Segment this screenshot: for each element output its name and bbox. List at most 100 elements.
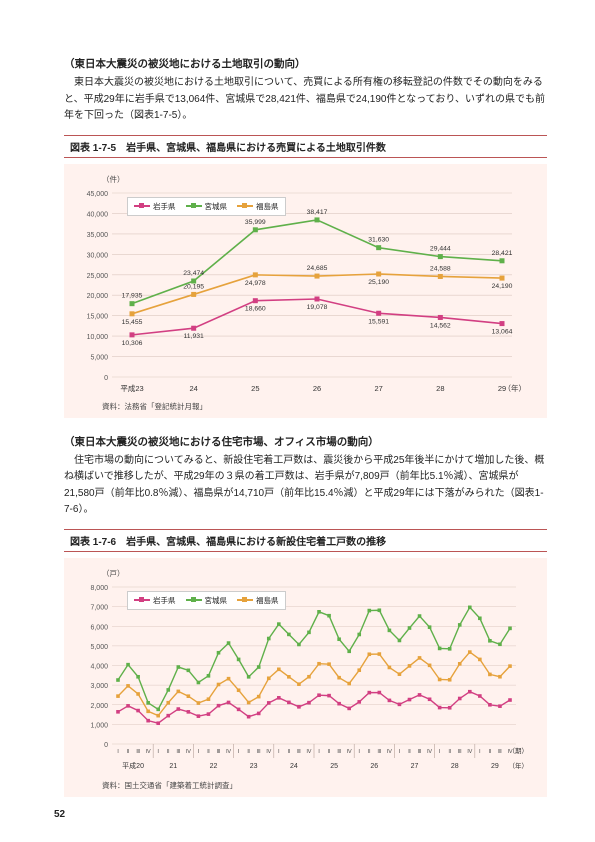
figure2-chart-wrap: 岩手県 宮城県 福島県 01,0002,0003,0004,0005,0006,… (72, 581, 539, 776)
svg-text:26: 26 (370, 763, 378, 770)
svg-text:Ⅲ: Ⅲ (176, 749, 180, 755)
section1-heading: （東日本大震災の被災地における土地取引の動向） (64, 56, 547, 71)
legend-item-fukushima: 福島県 (237, 201, 279, 212)
svg-text:Ⅱ: Ⅱ (247, 749, 250, 755)
figure1-chart-wrap: 岩手県 宮城県 福島県 05,00010,00015,00020,00025,0… (72, 187, 539, 397)
svg-text:21: 21 (169, 763, 177, 770)
svg-text:31,630: 31,630 (368, 236, 389, 243)
svg-text:Ⅲ: Ⅲ (418, 749, 422, 755)
svg-text:Ⅳ: Ⅳ (186, 749, 192, 755)
legend-item-miyagi: 宮城県 (186, 201, 228, 212)
svg-text:24: 24 (189, 384, 197, 393)
svg-text:Ⅰ: Ⅰ (399, 749, 401, 755)
svg-text:24,588: 24,588 (430, 265, 451, 272)
legend-label: 宮城県 (205, 201, 228, 212)
svg-text:25: 25 (251, 384, 259, 393)
svg-text:Ⅳ: Ⅳ (266, 749, 272, 755)
svg-text:（年）: （年） (504, 383, 527, 393)
svg-text:Ⅰ: Ⅰ (238, 749, 240, 755)
svg-text:18,660: 18,660 (245, 305, 266, 312)
svg-text:（期）: （期） (509, 747, 529, 755)
svg-text:25,190: 25,190 (368, 279, 389, 286)
svg-text:Ⅰ: Ⅰ (479, 749, 481, 755)
svg-text:15,000: 15,000 (87, 313, 109, 320)
svg-text:Ⅲ: Ⅲ (297, 749, 301, 755)
svg-text:Ⅰ: Ⅰ (439, 749, 441, 755)
legend-label: 福島県 (256, 201, 279, 212)
svg-text:6,000: 6,000 (90, 624, 108, 631)
svg-text:Ⅱ: Ⅱ (207, 749, 210, 755)
svg-text:Ⅱ: Ⅱ (368, 749, 371, 755)
svg-text:29,444: 29,444 (430, 245, 451, 252)
svg-text:29: 29 (491, 763, 499, 770)
svg-text:Ⅲ: Ⅲ (498, 749, 502, 755)
svg-text:Ⅱ: Ⅱ (408, 749, 411, 755)
svg-text:23,474: 23,474 (183, 270, 204, 277)
figure1-chart-box: （件） 岩手県 宮城県 福島県 05,00010,00015,00020,000… (64, 164, 547, 418)
figure2-title: 岩手県、宮城県、福島県における新設住宅着工戸数の推移 (126, 533, 386, 548)
svg-text:27: 27 (374, 384, 382, 393)
svg-text:11,931: 11,931 (184, 333, 205, 340)
svg-text:Ⅲ: Ⅲ (458, 749, 462, 755)
svg-text:38,417: 38,417 (307, 208, 328, 215)
svg-text:23: 23 (250, 763, 258, 770)
figure2-ylabel: （戸） (102, 568, 539, 579)
svg-text:10,000: 10,000 (87, 334, 109, 341)
legend-label: 岩手県 (153, 595, 176, 606)
svg-text:Ⅳ: Ⅳ (306, 749, 312, 755)
figure2-legend: 岩手県 宮城県 福島県 (127, 591, 286, 610)
svg-text:13,064: 13,064 (492, 328, 513, 335)
legend-item-iwate: 岩手県 (134, 595, 176, 606)
svg-text:Ⅰ: Ⅰ (157, 749, 159, 755)
legend-label: 宮城県 (205, 595, 228, 606)
svg-text:25: 25 (330, 763, 338, 770)
svg-text:Ⅳ: Ⅳ (146, 749, 152, 755)
svg-text:Ⅱ: Ⅱ (288, 749, 291, 755)
figure1-ylabel: （件） (102, 174, 539, 185)
svg-text:19,078: 19,078 (307, 303, 328, 310)
svg-text:25,000: 25,000 (87, 272, 109, 279)
svg-text:Ⅲ: Ⅲ (337, 749, 341, 755)
section2-paragraph: 住宅市場の動向についてみると、新設住宅着工戸数は、震災後から平成25年後半にかけ… (64, 453, 547, 519)
svg-text:Ⅰ: Ⅰ (318, 749, 320, 755)
svg-text:Ⅰ: Ⅰ (278, 749, 280, 755)
section2-heading: （東日本大震災の被災地における住宅市場、オフィス市場の動向） (64, 434, 547, 449)
svg-text:Ⅳ: Ⅳ (467, 749, 473, 755)
svg-text:10,306: 10,306 (122, 339, 143, 346)
svg-text:22: 22 (210, 763, 218, 770)
svg-text:30,000: 30,000 (87, 252, 109, 259)
svg-text:20,000: 20,000 (87, 293, 109, 300)
svg-text:Ⅱ: Ⅱ (127, 749, 130, 755)
svg-text:28,421: 28,421 (492, 249, 513, 256)
svg-text:Ⅲ: Ⅲ (217, 749, 221, 755)
svg-text:45,000: 45,000 (87, 191, 109, 198)
svg-text:（年）: （年） (509, 761, 529, 770)
svg-text:28: 28 (451, 763, 459, 770)
figure1-source: 資料：法務省「登記統計月報」 (102, 401, 539, 412)
svg-text:15,455: 15,455 (122, 318, 143, 325)
svg-text:Ⅱ: Ⅱ (328, 749, 331, 755)
figure2-no: 図表 1-7-6 (70, 533, 116, 548)
figure1-header: 図表 1-7-5 岩手県、宮城県、福島県における売買による土地取引件数 (64, 135, 547, 158)
svg-text:17,935: 17,935 (122, 292, 143, 299)
figure2-source: 資料：国土交通省「建築着工統計調査」 (102, 780, 539, 791)
figure1-no: 図表 1-7-5 (70, 139, 116, 154)
svg-text:Ⅳ: Ⅳ (226, 749, 232, 755)
figure1-legend: 岩手県 宮城県 福島県 (127, 197, 286, 216)
svg-text:5,000: 5,000 (90, 354, 108, 361)
figure2-svg: 01,0002,0003,0004,0005,0006,0007,0008,00… (72, 581, 532, 776)
svg-text:0: 0 (104, 742, 108, 749)
svg-text:4,000: 4,000 (90, 663, 108, 670)
svg-text:2,000: 2,000 (90, 702, 108, 709)
legend-item-fukushima: 福島県 (237, 595, 279, 606)
svg-text:Ⅲ: Ⅲ (136, 749, 140, 755)
legend-item-miyagi: 宮城県 (186, 595, 228, 606)
section1-paragraph: 東日本大震災の被災地における土地取引について、売買による所有権の移転登記の件数で… (64, 75, 547, 125)
svg-text:1,000: 1,000 (90, 722, 108, 729)
svg-text:24,978: 24,978 (245, 279, 266, 286)
legend-label: 福島県 (256, 595, 279, 606)
svg-text:平成23: 平成23 (120, 383, 143, 393)
svg-text:Ⅰ: Ⅰ (358, 749, 360, 755)
svg-text:35,999: 35,999 (245, 218, 266, 225)
svg-text:平成20: 平成20 (122, 761, 144, 770)
